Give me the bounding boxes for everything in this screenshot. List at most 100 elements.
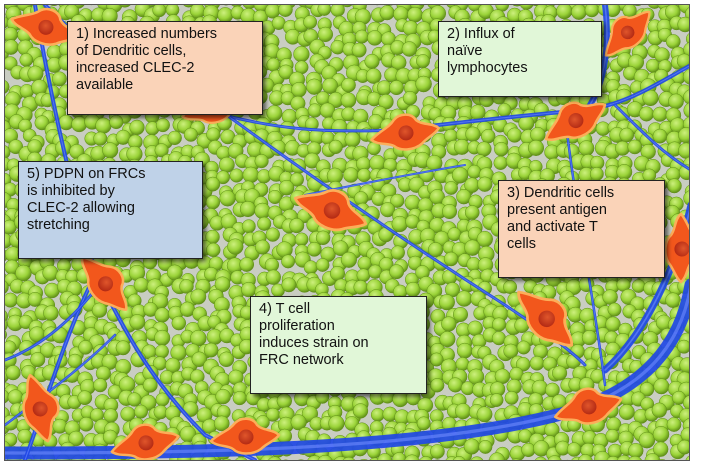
lymphocyte-cell — [30, 352, 46, 368]
lymphocyte-cell — [530, 126, 546, 143]
lymphocyte-cell — [451, 166, 469, 184]
lymphocyte-cell — [51, 71, 67, 87]
lymphocyte-cell — [129, 314, 146, 331]
lymphocyte-cell — [166, 264, 183, 281]
lymphocyte-cell — [102, 142, 119, 159]
lymphocyte-cell — [516, 340, 531, 355]
lymphocyte-cell — [265, 269, 281, 285]
step-1-label-box: 1) Increased numbers of Dendritic cells,… — [67, 21, 263, 115]
step-1-line: of Dendritic cells, — [76, 43, 187, 59]
lymphocyte-cell — [229, 168, 244, 183]
lymphocyte-cell — [497, 103, 512, 118]
lymphocyte-cell — [315, 258, 330, 272]
step-3-label-box: 3) Dendritic cells present antigen and a… — [498, 180, 665, 278]
lymphocyte-cell — [438, 294, 455, 311]
lymphocyte-cell — [389, 80, 404, 96]
dendritic-cell — [80, 256, 128, 311]
lymphocyte-cell — [306, 241, 322, 257]
lymphocyte-cell — [507, 127, 523, 143]
dendritic-cell — [553, 387, 623, 425]
lymphocyte-cell — [441, 316, 457, 332]
lymphocyte-cell — [494, 141, 509, 157]
step-4-line: induces strain on — [259, 335, 369, 351]
lymphocyte-cell — [155, 118, 170, 133]
lymphocyte-cell — [34, 115, 50, 131]
lymphocyte-cell — [429, 352, 444, 367]
lymphocyte-cell — [239, 200, 256, 218]
lymphocyte-cell — [648, 5, 661, 9]
lymphocyte-cell — [354, 29, 369, 44]
lymphocyte-cell — [402, 90, 418, 106]
lymphocyte-cell — [241, 281, 257, 298]
lymphocyte-cell — [415, 75, 432, 93]
lymphocyte-cell — [571, 5, 587, 20]
lymphocyte-cell — [317, 5, 332, 16]
lymphocyte-cell — [566, 442, 582, 457]
lymphocyte-cell — [478, 439, 493, 454]
lymphocyte-cell — [638, 106, 655, 122]
step-2-line: 2) Influx of — [447, 26, 515, 42]
lymphocyte-cell — [342, 456, 356, 460]
lymphocyte-cell — [653, 441, 669, 457]
dendritic-cell — [110, 423, 180, 460]
lymphocyte-cell — [340, 92, 357, 109]
lymphocyte-cell — [511, 458, 521, 460]
lymphocyte-cell — [404, 194, 421, 211]
lymphocyte-cell — [416, 54, 430, 69]
lymphocyte-cell — [578, 140, 595, 157]
lymphocyte-cell — [241, 219, 256, 234]
lymphocyte-cell — [278, 5, 293, 17]
lymphocyte-cell — [93, 378, 108, 393]
lymphocyte-cell — [487, 459, 492, 460]
lymphocyte-cell — [365, 68, 382, 84]
lymphocyte-cell — [340, 251, 357, 268]
step-4-line: proliferation — [259, 318, 335, 334]
frc-fiber-highlight — [5, 334, 116, 426]
frc-fiber-highlight — [5, 289, 96, 361]
lymphocyte-cell — [367, 30, 383, 46]
lymphocyte-cell — [289, 218, 305, 234]
lymphocyte-cell — [682, 68, 689, 85]
lymphocyte-cell — [671, 459, 677, 460]
lymphocyte-cell — [628, 443, 644, 459]
lymphocyte-cell — [242, 166, 260, 184]
step-5-line: stretching — [27, 217, 90, 233]
lymphocyte-cell — [317, 454, 333, 460]
lymphocyte-cell — [219, 190, 236, 207]
lymphocyte-cell — [330, 39, 345, 55]
step-4-line: 4) T cell — [259, 301, 311, 317]
lymphocyte-cell — [534, 456, 547, 460]
lymphocyte-cell — [332, 240, 349, 257]
lymphocyte-cell — [476, 406, 493, 423]
lymphocyte-cell — [405, 281, 421, 298]
lymphocyte-cell — [95, 117, 112, 134]
lymphocyte-cell — [266, 57, 281, 72]
lymphocyte-cell — [303, 260, 318, 275]
lymphocyte-cell — [5, 365, 21, 381]
lymphocyte-cell — [668, 93, 684, 110]
lymphocyte-cell — [683, 102, 689, 119]
lymphocyte-cell — [390, 193, 405, 208]
lymphocyte-cell — [27, 65, 44, 82]
lymphocyte-cell — [434, 459, 441, 460]
lymphocyte-cell — [642, 89, 659, 107]
step-5-line: is inhibited by — [27, 183, 115, 199]
lymphocyte-cell — [356, 268, 371, 283]
lymphocyte-cell — [616, 164, 633, 180]
lymphocyte-cell — [512, 5, 522, 7]
lymphocyte-cell — [317, 26, 334, 43]
lymphocyte-cell — [5, 80, 10, 94]
lymphocyte-cell — [343, 167, 359, 183]
lymphocyte-cell — [341, 77, 356, 93]
dendritic-cell — [209, 417, 281, 455]
lymphocyte-cell — [390, 245, 405, 260]
diagram-frame: 1) Increased numbers of Dendritic cells,… — [4, 4, 690, 461]
lymphocyte-cell — [651, 402, 667, 418]
lymphocyte-cell — [463, 438, 480, 455]
lymphocyte-cell — [552, 365, 568, 381]
lymphocyte-cell — [606, 455, 620, 460]
lymphocyte-cell — [78, 416, 94, 432]
lymphocyte-cell — [5, 39, 19, 55]
lymphocyte-cell — [627, 455, 643, 460]
lymphocyte-cell — [218, 351, 235, 368]
